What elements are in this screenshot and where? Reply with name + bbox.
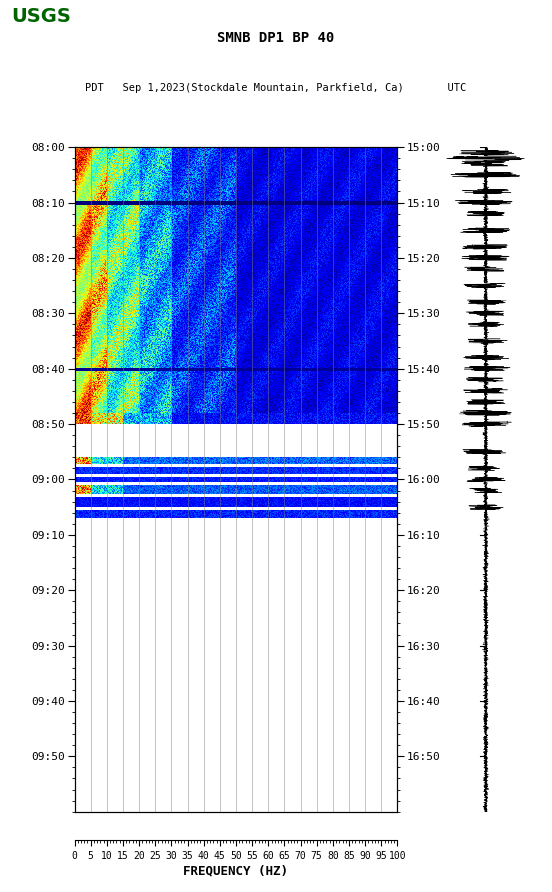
X-axis label: FREQUENCY (HZ): FREQUENCY (HZ) (183, 865, 289, 878)
Text: USGS: USGS (11, 7, 71, 26)
Text: SMNB DP1 BP 40: SMNB DP1 BP 40 (217, 31, 335, 45)
Text: PDT   Sep 1,2023(Stockdale Mountain, Parkfield, Ca)       UTC: PDT Sep 1,2023(Stockdale Mountain, Parkf… (86, 83, 466, 93)
